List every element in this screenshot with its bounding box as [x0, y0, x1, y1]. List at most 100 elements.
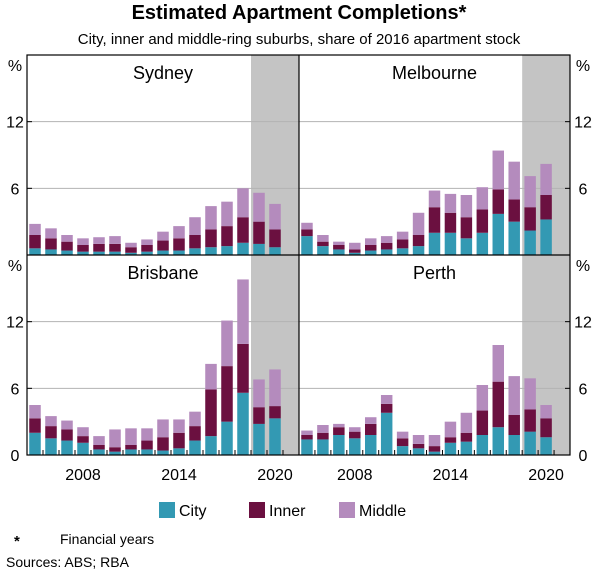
bar-city-2019	[524, 230, 536, 255]
bar-inner-2005	[301, 435, 313, 440]
x-tick-label-2020: 2020	[257, 467, 293, 484]
bar-middle-2014	[444, 193, 457, 213]
unit-label: %	[8, 58, 22, 75]
bar-inner-2009	[364, 423, 377, 435]
bar-inner-2015	[460, 217, 473, 239]
y-tick-label: 0	[579, 448, 588, 465]
bar-middle-2016	[476, 385, 489, 411]
bar-inner-2019	[253, 221, 265, 244]
bar-middle-2019	[253, 192, 265, 222]
bar-city-2008	[349, 252, 361, 255]
bar-inner-2006	[317, 432, 329, 440]
bar-inner-2006	[317, 241, 329, 247]
bar-city-2012	[141, 251, 153, 255]
y-tick-label: 12	[574, 315, 592, 332]
bar-middle-2013	[157, 419, 169, 438]
bar-middle-2006	[317, 425, 329, 433]
bar-city-2020	[540, 437, 552, 455]
bar-city-2012	[412, 448, 425, 455]
bar-city-2017	[221, 421, 233, 455]
bar-inner-2008	[349, 249, 361, 253]
bar-inner-2018	[508, 415, 520, 435]
bar-middle-2014	[173, 226, 185, 239]
x-tick-label-2008: 2008	[65, 467, 101, 484]
bar-city-2010	[109, 451, 121, 455]
bar-inner-2008	[349, 431, 361, 439]
bar-city-2018	[237, 242, 249, 255]
bar-city-2018	[237, 392, 249, 455]
bar-middle-2008	[77, 238, 89, 245]
y-tick-label: 12	[574, 115, 592, 132]
bar-middle-2018	[237, 279, 249, 344]
legend-swatch-middle	[339, 502, 355, 518]
bar-city-2019	[524, 431, 536, 455]
bar-middle-2006	[45, 416, 57, 427]
bar-inner-2020	[540, 195, 552, 220]
legend: City Inner Middle	[159, 502, 406, 520]
bar-middle-2010	[380, 236, 393, 243]
bar-inner-2016	[476, 410, 489, 435]
bar-middle-2008	[77, 427, 89, 437]
bar-middle-2009	[364, 238, 377, 245]
bar-inner-2005	[29, 418, 41, 433]
bar-city-2009	[364, 250, 377, 255]
bar-middle-2011	[125, 242, 137, 248]
bar-inner-2005	[301, 229, 313, 237]
bar-inner-2007	[333, 245, 345, 250]
bar-inner-2007	[61, 241, 73, 251]
bar-inner-2006	[45, 426, 57, 439]
bar-middle-2020	[540, 163, 552, 195]
bar-middle-2020	[540, 405, 552, 419]
bar-city-2020	[540, 219, 552, 255]
bar-middle-2013	[157, 231, 169, 241]
bar-middle-2012	[141, 428, 153, 441]
bar-inner-2011	[125, 247, 137, 253]
bar-inner-2012	[412, 443, 425, 449]
bar-city-2013	[157, 250, 169, 255]
chart-subtitle: City, inner and middle-ring suburbs, sha…	[78, 31, 521, 48]
bar-inner-2010	[380, 403, 393, 413]
bar-city-2012	[141, 449, 153, 455]
bar-middle-2013	[428, 190, 441, 208]
bar-middle-2015	[189, 217, 201, 235]
bar-middle-2010	[380, 395, 393, 404]
bar-inner-2007	[333, 427, 345, 435]
bar-city-2005	[29, 432, 41, 455]
panel-perth: Perth	[299, 255, 570, 455]
bar-middle-2019	[524, 176, 536, 208]
x-tick-label-2014: 2014	[161, 467, 197, 484]
legend-label-city: City	[179, 503, 207, 520]
bar-city-2015	[189, 248, 201, 255]
bar-middle-2017	[221, 320, 233, 367]
bar-city-2010	[380, 412, 393, 455]
bar-city-2009	[93, 251, 105, 255]
bar-inner-2011	[396, 239, 409, 249]
bar-inner-2015	[189, 426, 201, 441]
bar-inner-2017	[492, 381, 505, 428]
bar-middle-2012	[412, 435, 425, 444]
bar-city-2006	[317, 246, 329, 255]
bar-city-2010	[109, 251, 121, 255]
y-tick-label: 6	[11, 181, 20, 198]
footnote-text: Financial years	[60, 531, 154, 547]
bar-inner-2019	[524, 207, 536, 231]
bar-inner-2020	[269, 406, 281, 419]
legend-label-middle: Middle	[359, 503, 406, 520]
bar-inner-2019	[524, 409, 536, 432]
bar-middle-2019	[253, 379, 265, 408]
x-tick-label-2020: 2020	[528, 467, 564, 484]
bar-city-2018	[508, 221, 520, 255]
bar-middle-2016	[476, 187, 489, 210]
bar-middle-2015	[460, 412, 473, 433]
bar-middle-2007	[61, 420, 73, 430]
bar-middle-2007	[333, 241, 345, 245]
x-tick-label-2008: 2008	[337, 467, 373, 484]
legend-swatch-inner	[249, 502, 265, 518]
bar-inner-2019	[253, 407, 265, 424]
y-tick-label: 6	[579, 381, 588, 398]
bar-middle-2018	[508, 161, 520, 200]
y-tick-label: 6	[579, 181, 588, 198]
panel-title-perth: Perth	[413, 263, 456, 283]
bar-inner-2008	[77, 436, 89, 443]
bar-city-2008	[77, 251, 89, 255]
